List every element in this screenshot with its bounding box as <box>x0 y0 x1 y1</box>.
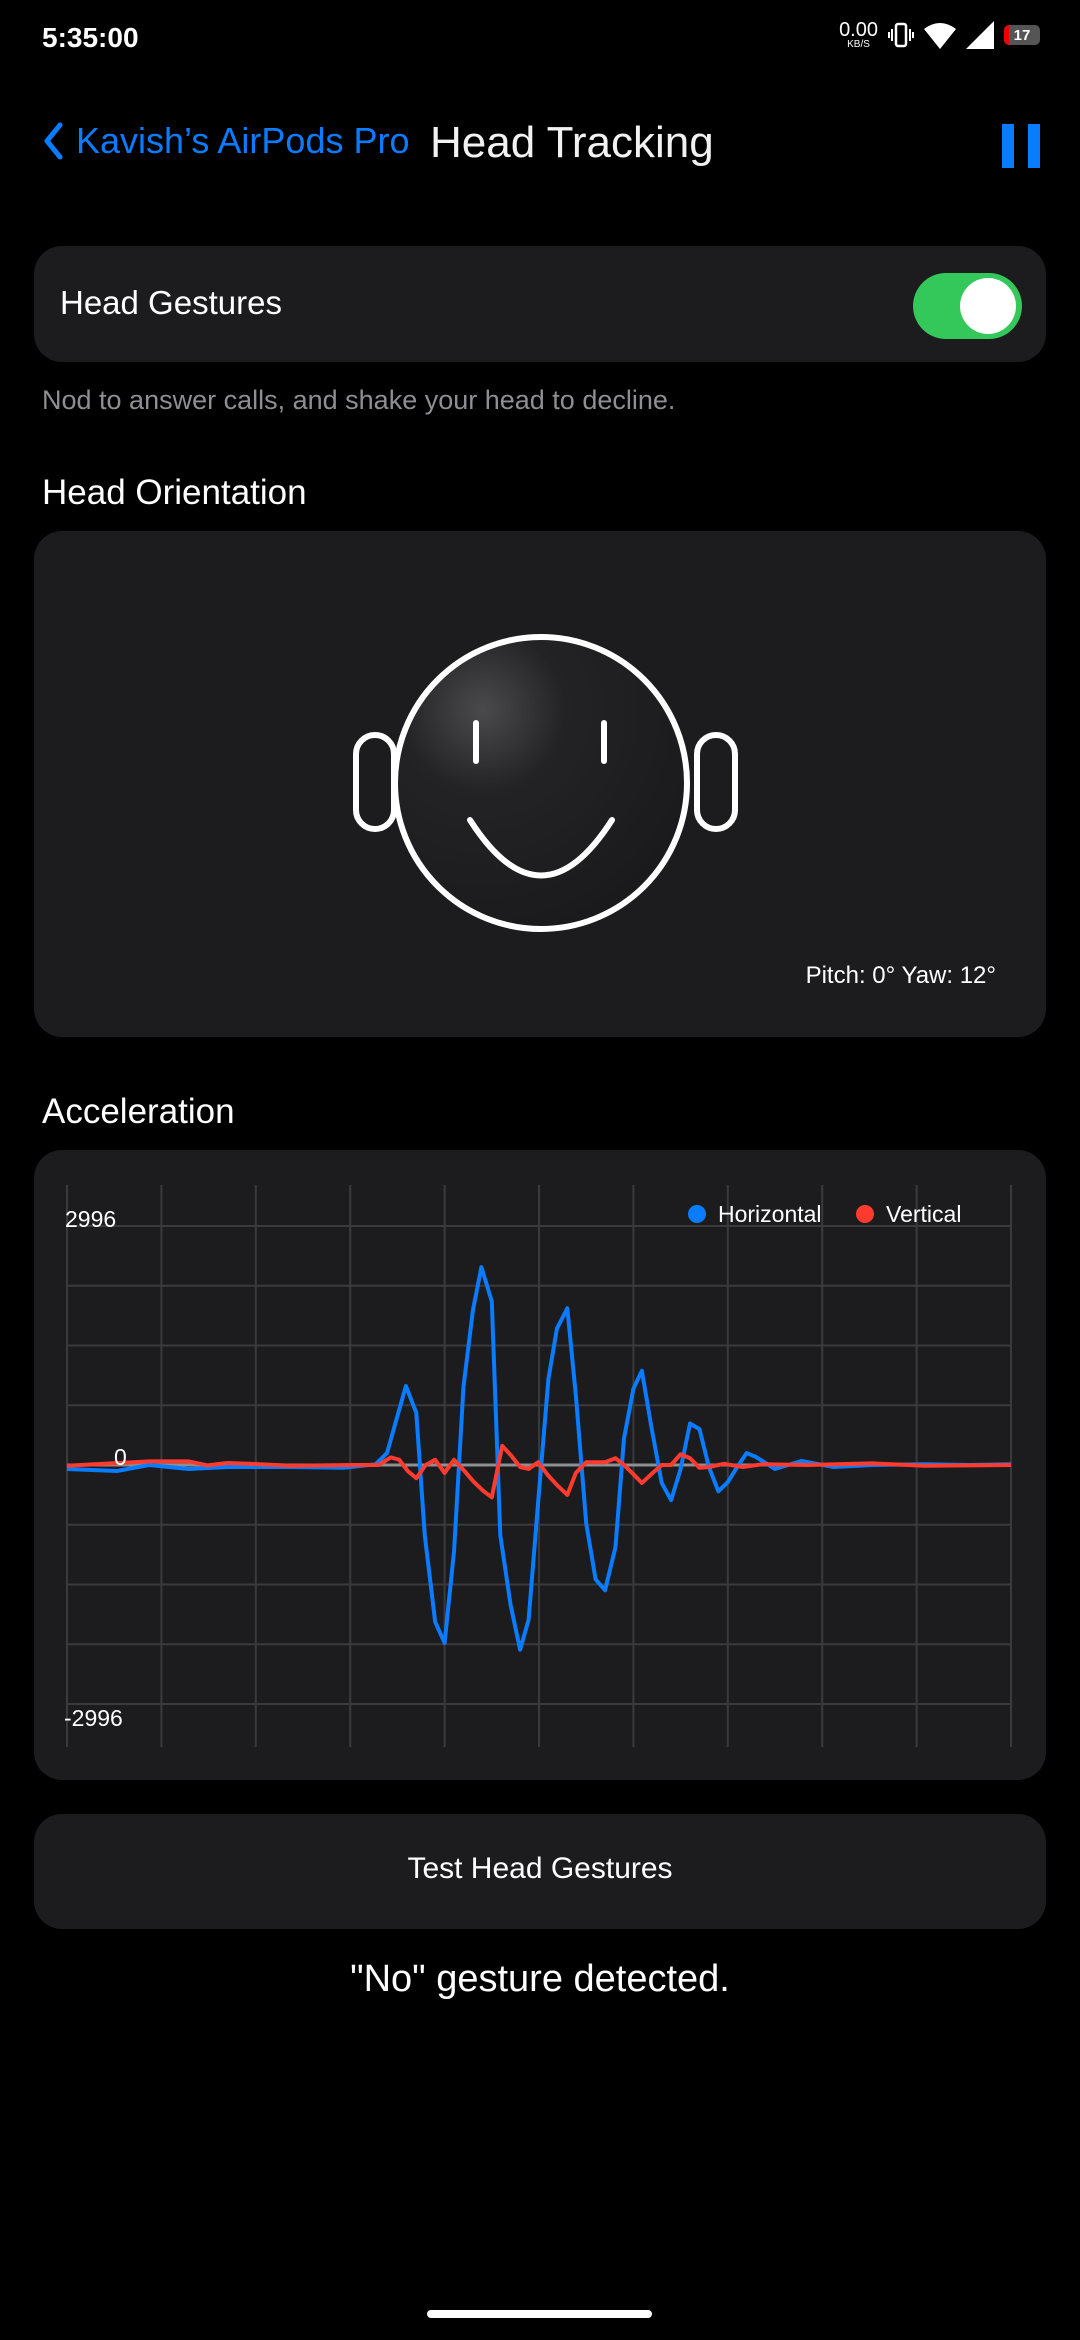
legend-vertical-marker <box>856 1205 874 1223</box>
home-indicator[interactable] <box>427 2310 652 2318</box>
page-title: Head Tracking <box>430 118 714 167</box>
legend-horizontal-label: Horizontal <box>718 1201 822 1227</box>
test-button-label: Test Head Gestures <box>407 1852 673 1885</box>
head-gestures-label: Head Gestures <box>60 284 282 321</box>
net-speed-unit: KB/S <box>847 39 870 50</box>
battery-level: 17 <box>1013 26 1031 44</box>
series-line-vertical <box>66 1443 1012 1500</box>
head-visualization <box>353 634 738 932</box>
vibrate-icon <box>888 22 914 48</box>
pause-icon <box>1002 124 1014 168</box>
gesture-result: "No" gesture detected. <box>350 1958 730 2000</box>
acceleration-heading: Acceleration <box>42 1092 235 1131</box>
status-icons: 0.00 KB/S 17 <box>839 20 1040 50</box>
head-orientation-card: Pitch: 0° Yaw: 12° <box>34 531 1046 1037</box>
orientation-readout: Pitch: 0° Yaw: 12° <box>805 962 996 989</box>
pause-button[interactable] <box>1002 124 1040 168</box>
battery-icon: 17 <box>1004 25 1040 45</box>
head-gestures-caption: Nod to answer calls, and shake your head… <box>42 385 676 415</box>
head-gestures-card: Head Gestures <box>34 246 1046 362</box>
status-time: 5:35:00 <box>42 22 139 53</box>
signal-icon <box>966 21 994 49</box>
pause-icon-bar <box>1028 124 1040 168</box>
right-ear <box>694 732 738 832</box>
y-tick-min: -2996 <box>64 1705 123 1731</box>
y-tick-zero: 0 <box>114 1444 127 1470</box>
face-circle <box>392 634 690 932</box>
back-button[interactable]: Kavish’s AirPods Pro <box>42 120 410 162</box>
head-gestures-toggle[interactable] <box>913 273 1022 339</box>
left-ear <box>353 732 397 832</box>
chevron-left-icon <box>44 122 63 160</box>
toggle-knob <box>960 278 1016 334</box>
acceleration-card: 2996 0 -2996 Horizontal Vertical <box>34 1150 1046 1780</box>
legend-vertical-label: Vertical <box>886 1201 961 1227</box>
acceleration-chart: 2996 0 -2996 Horizontal Vertical <box>64 1185 1012 1747</box>
wifi-icon <box>924 23 956 49</box>
network-speed: 0.00 KB/S <box>839 20 878 50</box>
head-orientation-heading: Head Orientation <box>42 473 307 512</box>
legend-horizontal-marker <box>688 1205 706 1223</box>
test-head-gestures-button[interactable]: Test Head Gestures <box>34 1814 1046 1929</box>
y-tick-max: 2996 <box>65 1206 116 1232</box>
net-speed-value: 0.00 <box>839 19 878 41</box>
back-label: Kavish’s AirPods Pro <box>76 120 410 161</box>
smile <box>467 817 615 879</box>
